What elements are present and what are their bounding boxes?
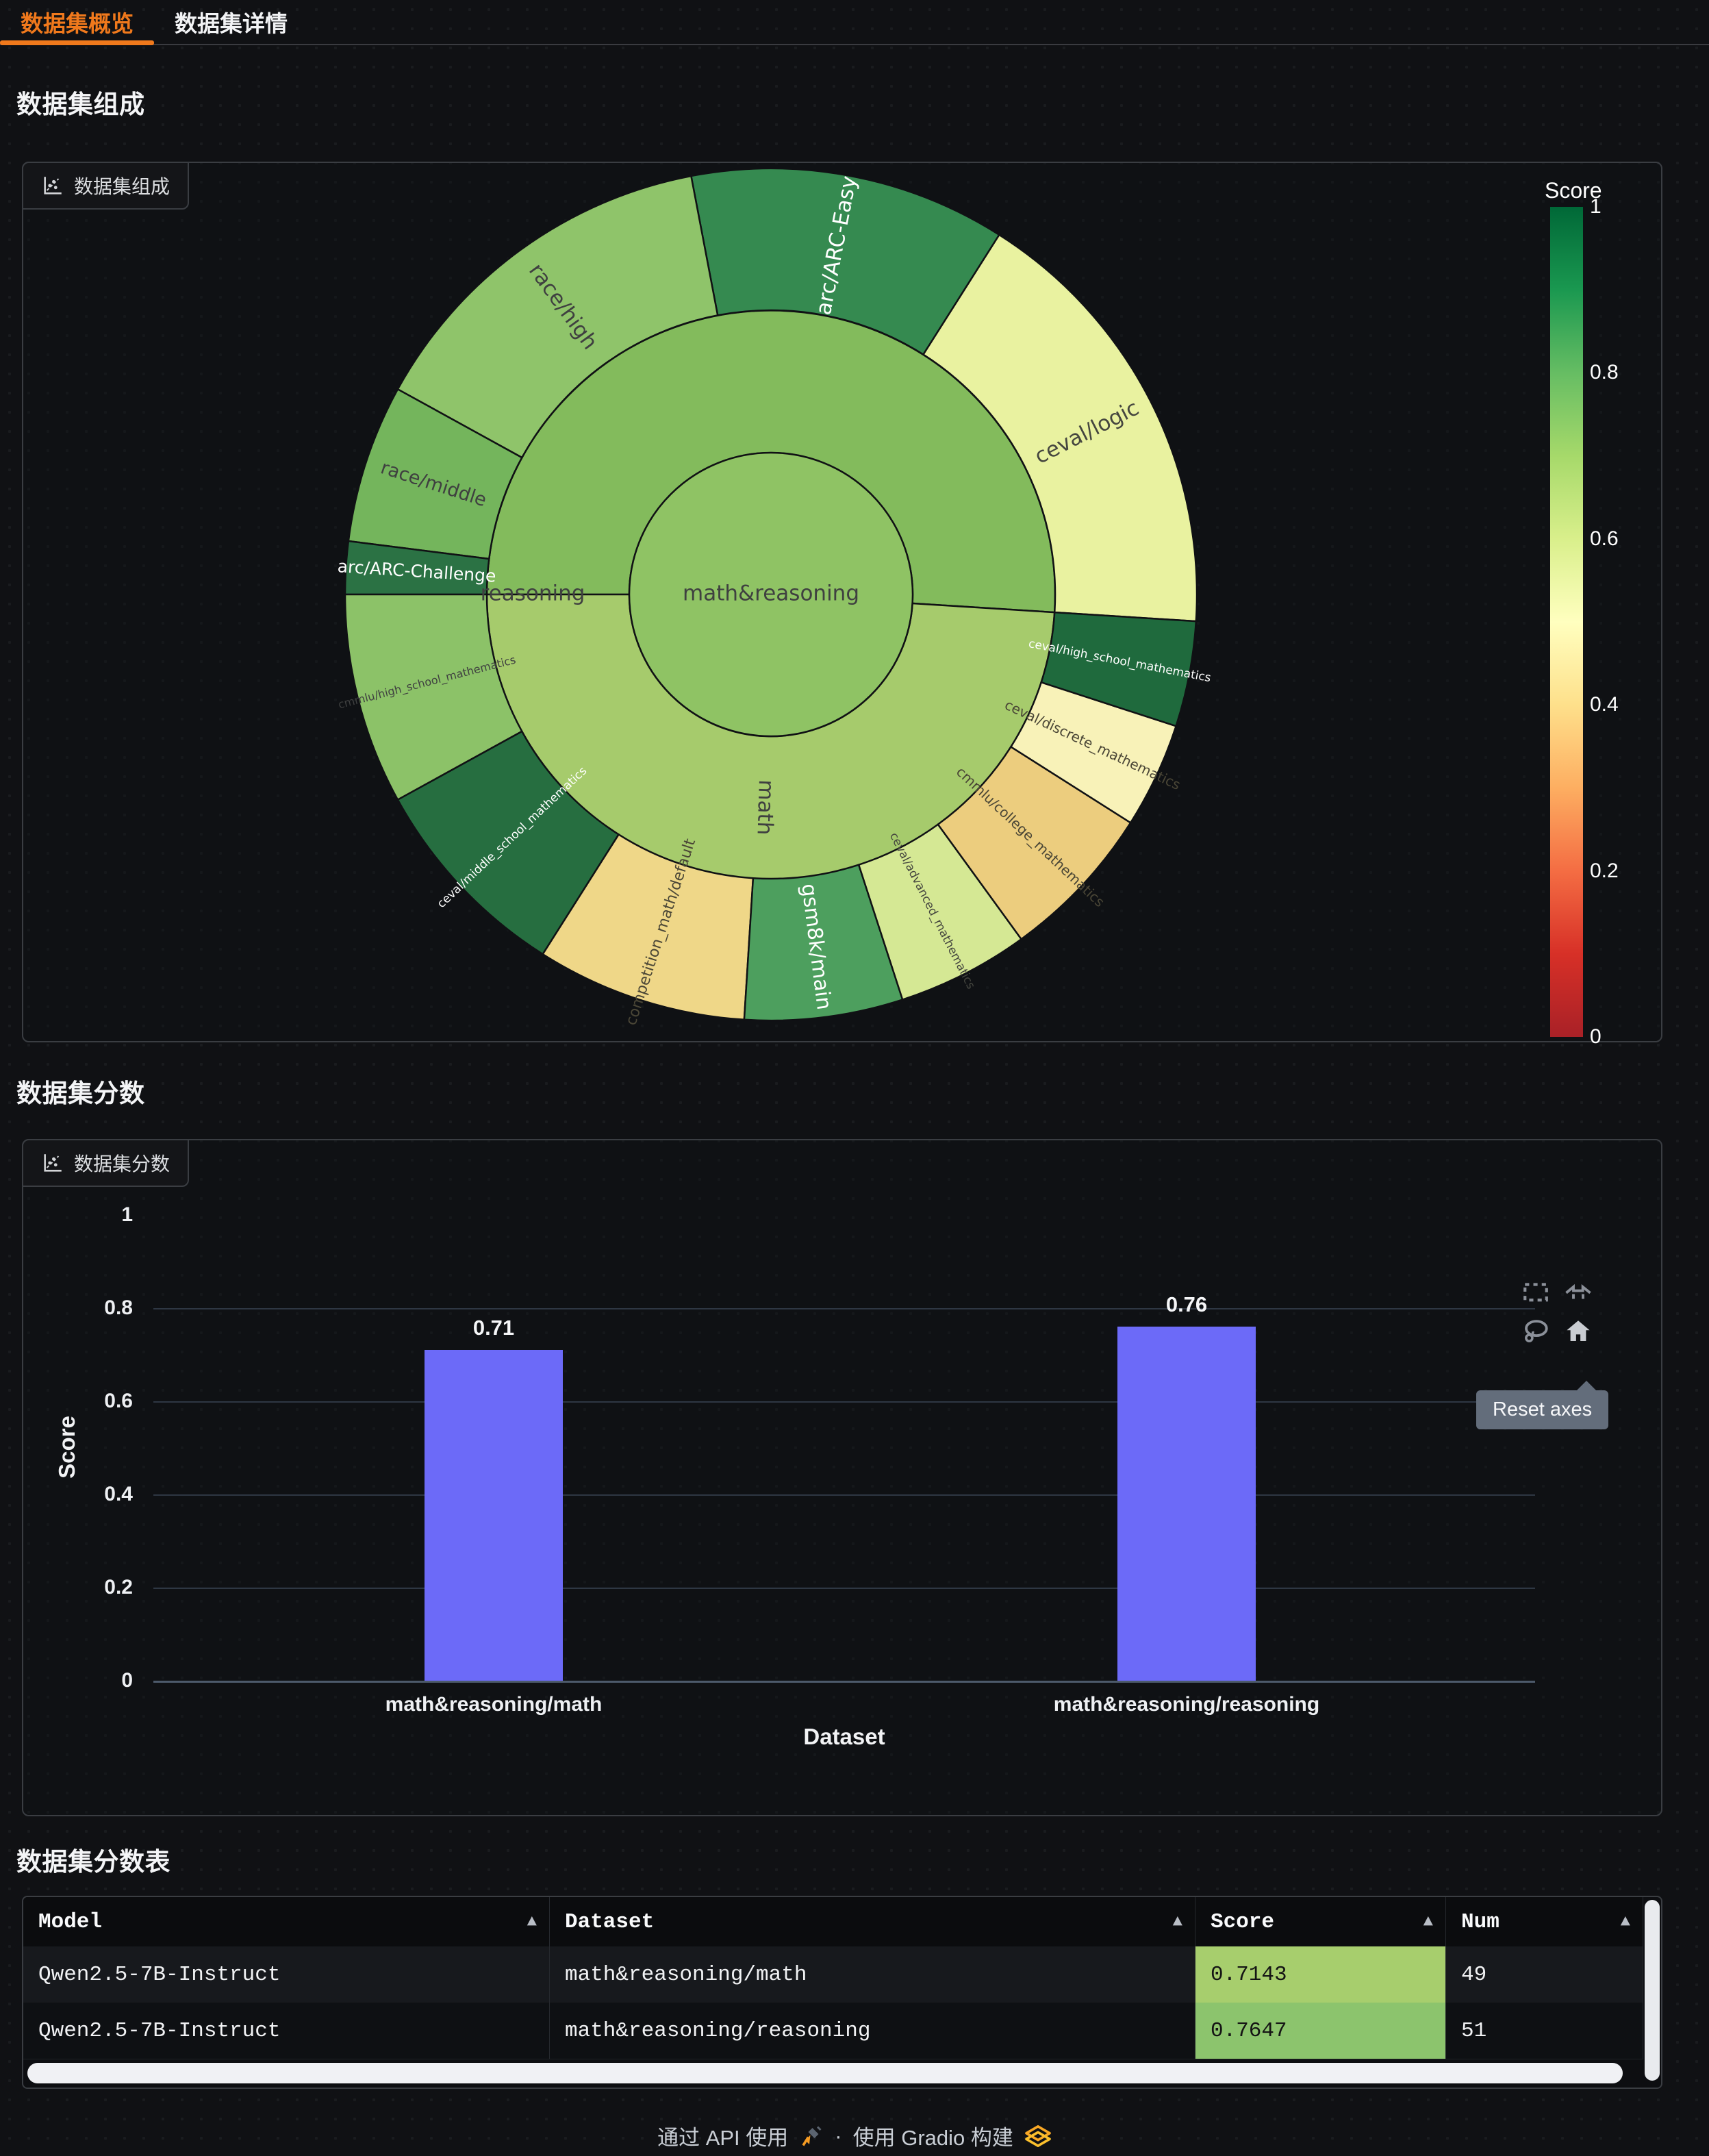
column-header-label: Score xyxy=(1211,1909,1275,1934)
horizontal-scrollbar[interactable] xyxy=(27,2063,1623,2083)
column-header-Model[interactable]: Model ▲ xyxy=(23,1897,550,1946)
composition-panel: 数据集组成 math&reasoning reasoning math ceval/l… xyxy=(22,162,1662,1048)
column-header-label: Num xyxy=(1461,1909,1499,1934)
autoscale-icon[interactable] xyxy=(1564,1277,1593,1306)
sunburst-center[interactable] xyxy=(628,451,914,738)
gridline xyxy=(153,1494,1535,1496)
table-cell-num[interactable]: 51 xyxy=(1446,2003,1643,2059)
y-tick-label: 0.2 xyxy=(104,1576,133,1599)
gridline xyxy=(153,1588,1535,1589)
table-cell-score[interactable]: 0.7143 xyxy=(1195,1946,1446,2003)
bar-value-label: 0.71 xyxy=(472,1316,515,1340)
table-cell-dataset[interactable]: math&reasoning/reasoning xyxy=(550,2003,1195,2059)
table-cell-dataset[interactable]: math&reasoning/math xyxy=(550,1946,1195,2003)
bar-math&reasoning/math[interactable] xyxy=(425,1350,563,1681)
y-axis-title: Score xyxy=(53,1416,79,1479)
x-axis-title: Dataset xyxy=(803,1724,885,1749)
scores-heading: 数据集分数 xyxy=(16,1079,145,1107)
home-icon[interactable] xyxy=(1564,1317,1593,1346)
table-row: Qwen2.5-7B-Instruct math&reasoning/math 0.… xyxy=(23,1946,1643,2003)
table-cell-model[interactable]: Qwen2.5-7B-Instruct xyxy=(23,2003,550,2059)
table-header-row: Model ▲ Dataset ▲ Score ▲ Num ▲ xyxy=(23,1897,1643,1947)
sunburst-segment[interactable] xyxy=(396,175,719,459)
sunburst-chart: math&reasoningreasoningmathceval/logicar… xyxy=(337,167,1212,1027)
tab-bar: 数据集概览 数据集详情 xyxy=(0,0,1709,45)
colorbar-tick: 1 xyxy=(1590,195,1602,218)
y-tick-label: 0.4 xyxy=(104,1483,133,1505)
vertical-scrollbar[interactable] xyxy=(1645,1900,1660,2081)
sunburst-label: math&reasoning xyxy=(683,581,859,606)
column-header-Dataset[interactable]: Dataset ▲ xyxy=(550,1897,1195,1946)
composition-chip: 数据集组成 xyxy=(22,162,190,210)
bar-math&reasoning/reasoning[interactable] xyxy=(1117,1327,1256,1681)
y-tick-label: 0 xyxy=(121,1669,133,1692)
scores-table: Model ▲ Dataset ▲ Score ▲ Num ▲ Qwen2.5-7B-Inst… xyxy=(22,1896,1662,2089)
sunburst-segment[interactable] xyxy=(1040,611,1198,727)
y-tick-label: 0.6 xyxy=(104,1390,133,1412)
modebar xyxy=(1521,1277,1595,1346)
colorbar: 1 0.8 0.6 0.4 0.2 0 xyxy=(1550,195,1619,1048)
table-cell-num[interactable]: 49 xyxy=(1446,1946,1643,2003)
x-axis-line xyxy=(153,1681,1535,1683)
y-tick-label: 1 xyxy=(121,1203,133,1226)
colorbar-tick: 0 xyxy=(1590,1025,1602,1048)
scatter-plot-icon xyxy=(44,177,62,195)
scores-chip: 数据集分数 xyxy=(22,1139,190,1187)
colorbar-tick: 0.2 xyxy=(1590,859,1619,882)
colorbar-tick: 0.4 xyxy=(1590,693,1619,716)
column-header-label: Dataset xyxy=(565,1909,655,1934)
sort-asc-icon[interactable]: ▲ xyxy=(527,1912,537,1931)
scatter-plot-icon xyxy=(44,1154,62,1172)
tab-dataset-detail[interactable]: 数据集详情 xyxy=(154,0,308,44)
bar-chart: 0 0.2 0.4 0.6 0.8 1 0.71 math&reasoning/math 0.7… xyxy=(23,1140,1661,1815)
bar-value-label: 0.76 xyxy=(1165,1292,1208,1317)
composition-chip-label: 数据集组成 xyxy=(74,176,170,197)
x-tick-label: math&reasoning/reasoning xyxy=(1053,1693,1320,1716)
footer: 通过 API 使用 · 使用 Gradio 构建 xyxy=(0,2120,1709,2151)
tab-dataset-overview-label: 数据集概览 xyxy=(21,11,134,36)
table-row: Qwen2.5-7B-Instruct math&reasoning/reason… xyxy=(23,2003,1643,2059)
sunburst-label: reasoning xyxy=(481,581,585,606)
column-header-Score[interactable]: Score ▲ xyxy=(1195,1897,1446,1946)
sort-asc-icon[interactable]: ▲ xyxy=(1423,1912,1433,1931)
use-via-api-link[interactable]: 通过 API 使用 xyxy=(657,2126,789,2150)
gridline xyxy=(153,1308,1535,1309)
column-header-label: Model xyxy=(38,1909,103,1934)
sunburst-segment[interactable] xyxy=(922,234,1198,623)
built-with-gradio-link[interactable]: 使用 Gradio 构建 xyxy=(852,2126,1013,2150)
scores-chip-label: 数据集分数 xyxy=(74,1153,170,1175)
tab-dataset-detail-label: 数据集详情 xyxy=(175,11,288,36)
box-select-icon[interactable] xyxy=(1521,1277,1550,1306)
table-cell-model[interactable]: Qwen2.5-7B-Instruct xyxy=(23,1946,550,2003)
column-header-Num[interactable]: Num ▲ xyxy=(1446,1897,1643,1946)
active-tab-underline xyxy=(0,40,154,45)
reset-axes-tooltip: Reset axes xyxy=(1476,1381,1609,1429)
plug-icon xyxy=(802,2125,822,2146)
table-cell-score[interactable]: 0.7647 xyxy=(1195,2003,1446,2059)
gradio-logo-icon xyxy=(1025,2124,1051,2147)
sort-asc-icon[interactable]: ▲ xyxy=(1172,1912,1182,1931)
sort-asc-icon[interactable]: ▲ xyxy=(1620,1912,1630,1931)
table-heading: 数据集分数表 xyxy=(16,1848,170,1876)
y-tick-label: 0.8 xyxy=(104,1296,133,1319)
footer-separator: · xyxy=(835,2123,842,2148)
gridline xyxy=(153,1401,1535,1403)
colorbar-tick: 0.6 xyxy=(1590,527,1619,550)
x-tick-label: math&reasoning/math xyxy=(385,1693,603,1716)
scores-panel: 数据集分数 0 0.2 0.4 0.6 0.8 1 0.71 math&reasoning/m… xyxy=(22,1139,1662,1816)
sunburst-label: math xyxy=(752,779,778,836)
colorbar-tick: 0.8 xyxy=(1590,361,1619,384)
lasso-select-icon[interactable] xyxy=(1521,1317,1550,1346)
tab-dataset-overview[interactable]: 数据集概览 xyxy=(0,0,154,45)
composition-heading: 数据集组成 xyxy=(16,90,145,118)
colorbar-title: Score xyxy=(1545,178,1602,203)
